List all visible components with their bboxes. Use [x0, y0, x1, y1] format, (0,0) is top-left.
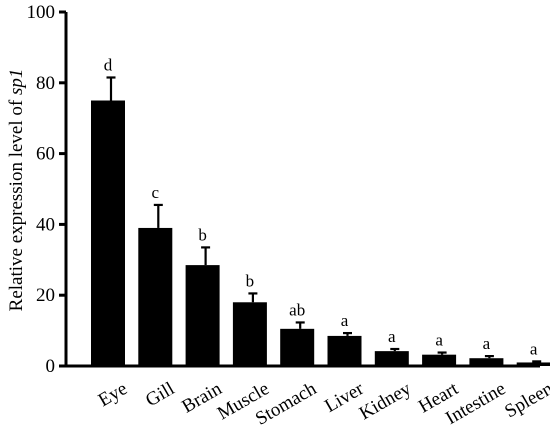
y-axis-label-gene: sp1 — [6, 69, 27, 95]
bar-eye — [91, 100, 125, 366]
y-tick-label: 80 — [36, 73, 55, 94]
y-tick-label: 100 — [27, 2, 56, 23]
y-axis: 0 20 40 60 80 100 — [27, 2, 68, 377]
bar-brain — [185, 265, 220, 366]
y-tick-label: 60 — [36, 144, 55, 165]
significance-label: d — [104, 55, 113, 74]
significance-label: a — [341, 311, 349, 330]
significance-label: a — [530, 339, 538, 358]
significance-label: c — [152, 183, 160, 202]
significance-label: b — [198, 225, 207, 244]
bar-gill — [138, 227, 173, 366]
bar-liver — [327, 335, 362, 366]
y-axis-label: Relative expression level of sp1 — [6, 69, 27, 312]
significance-label: a — [483, 334, 491, 353]
bar-heart — [422, 354, 457, 366]
significance-label: b — [246, 271, 255, 290]
bar-intestine — [469, 358, 504, 366]
bar-stomach — [280, 328, 315, 366]
x-tick-label: Gill — [142, 378, 178, 411]
x-tick-label: Eye — [95, 378, 131, 411]
y-tick-label: 20 — [36, 285, 55, 306]
bar-kidney — [374, 351, 409, 366]
bar-muscle — [232, 302, 267, 366]
significance-label: a — [435, 331, 443, 350]
y-tick-label: 40 — [36, 214, 55, 235]
significance-label: ab — [289, 300, 305, 319]
significance-label: a — [388, 327, 396, 346]
y-tick-label: 0 — [46, 356, 56, 377]
x-tick-label: Kidney — [356, 378, 415, 424]
x-tick-label: Spleen — [501, 378, 550, 422]
bars: d c b b ab a a a a a — [91, 55, 550, 366]
bar-spleen — [516, 362, 550, 366]
y-axis-label-prefix: Relative expression level of — [6, 95, 27, 311]
